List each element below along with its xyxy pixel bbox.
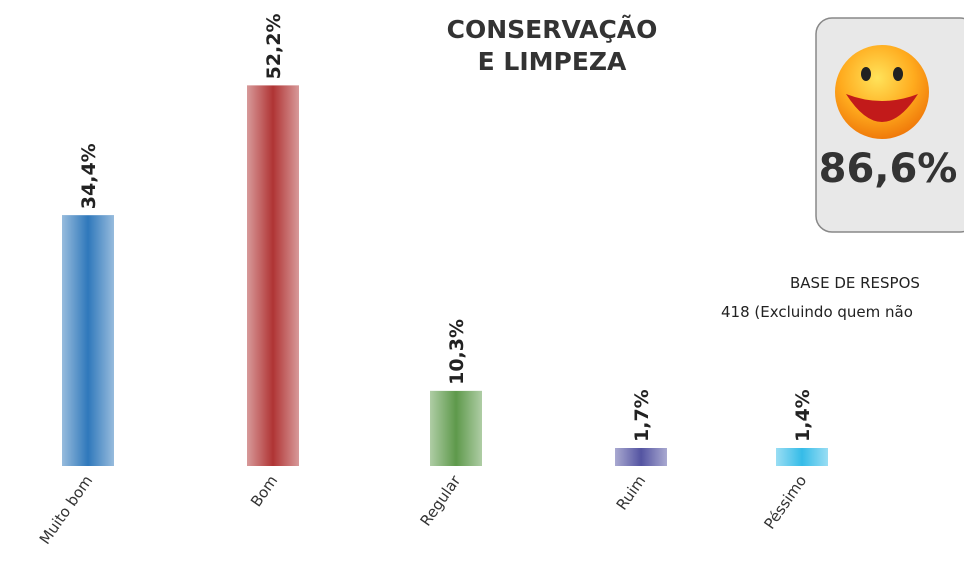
badge-value: 86,6% [819, 146, 958, 192]
base-note: 418 (Excluindo quem não [721, 303, 913, 321]
x-tick-label: Muito bom [36, 472, 96, 548]
value-label: 1,4% [792, 389, 814, 442]
value-label: 1,7% [631, 389, 653, 442]
x-tick-label: Péssimo [760, 472, 810, 533]
x-tick-label: Bom [247, 472, 281, 510]
smiley [835, 45, 929, 139]
bar-shine [615, 448, 667, 466]
value-label: 10,3% [446, 319, 468, 385]
chart-title: E LIMPEZA [478, 47, 627, 76]
base-label: BASE DE RESPOS [790, 274, 920, 292]
chart-title: CONSERVAÇÃO [447, 15, 658, 44]
bar-shine [62, 215, 114, 466]
bar-shine [247, 85, 299, 466]
x-tick-label: Regular [417, 471, 465, 529]
x-tick-label: Ruim [613, 472, 650, 513]
bar-shine [776, 448, 828, 466]
bar-shine [430, 390, 482, 466]
value-label: 52,2% [263, 13, 285, 79]
value-label: 34,4% [78, 143, 100, 209]
